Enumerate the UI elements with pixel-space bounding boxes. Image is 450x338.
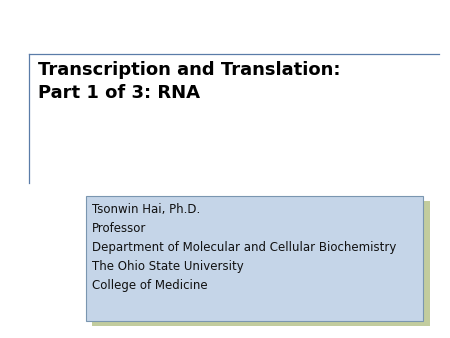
Text: Transcription and Translation:
Part 1 of 3: RNA: Transcription and Translation: Part 1 of… bbox=[38, 61, 341, 102]
FancyBboxPatch shape bbox=[92, 201, 430, 326]
Text: Tsonwin Hai, Ph.D.
Professor
Department of Molecular and Cellular Biochemistry
T: Tsonwin Hai, Ph.D. Professor Department … bbox=[92, 203, 396, 292]
FancyBboxPatch shape bbox=[86, 196, 423, 321]
